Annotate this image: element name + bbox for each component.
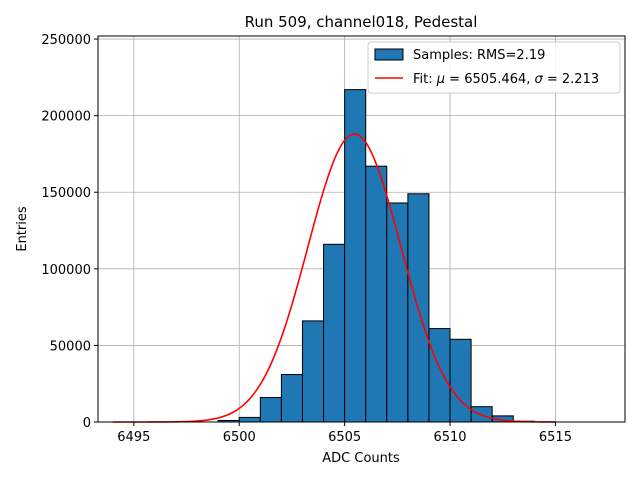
x-tick-label: 6505	[328, 430, 361, 445]
histogram-bar	[280, 374, 303, 423]
legend-fit-text: Fit:	[413, 72, 437, 87]
legend: Samples: RMS=2.19 Fit: μ = 6505.464, σ = …	[367, 41, 621, 94]
y-tick-label: 50000	[50, 339, 91, 354]
histogram-bar	[301, 320, 325, 423]
y-tick-label: 100000	[41, 263, 91, 278]
legend-fit-symbol: μ	[436, 72, 445, 87]
y-tick-label: 250000	[41, 33, 91, 48]
legend-histogram-label: Samples: RMS=2.19	[413, 48, 545, 63]
histogram-bars	[217, 89, 535, 423]
histogram-bar	[365, 165, 388, 423]
y-tick-label: 150000	[41, 186, 91, 201]
x-tick-label: 6495	[117, 430, 150, 445]
y-tick-label: 200000	[41, 110, 91, 125]
y-tick-label: 0	[83, 416, 91, 431]
legend-fit-label: Fit: μ = 6505.464, σ = 2.213	[413, 72, 599, 87]
legend-box	[367, 41, 621, 94]
chart-title: Run 509, channel018, Pedestal	[245, 13, 478, 31]
histogram-bar	[449, 338, 472, 423]
legend-fit-symbol: σ	[535, 72, 544, 87]
histogram-bar	[238, 416, 261, 423]
legend-fit-text: = 2.213	[543, 72, 599, 87]
y-axis-label: Entries	[15, 206, 30, 252]
legend-histogram-swatch	[374, 48, 404, 61]
axes: 6495 6500 6505 6510 6515 0 50000 100000 150000 20…	[41, 33, 626, 445]
x-tick-label: 6510	[433, 430, 466, 445]
x-axis-label: ADC Counts	[322, 451, 400, 466]
plot-frame	[97, 35, 626, 423]
histogram-bar	[259, 396, 282, 423]
x-tick-label: 6500	[223, 430, 256, 445]
histogram-bar	[428, 328, 451, 423]
legend-fit-text: = 6505.464,	[445, 72, 534, 87]
histogram-bar	[323, 243, 346, 423]
x-tick-label: 6515	[539, 430, 572, 445]
